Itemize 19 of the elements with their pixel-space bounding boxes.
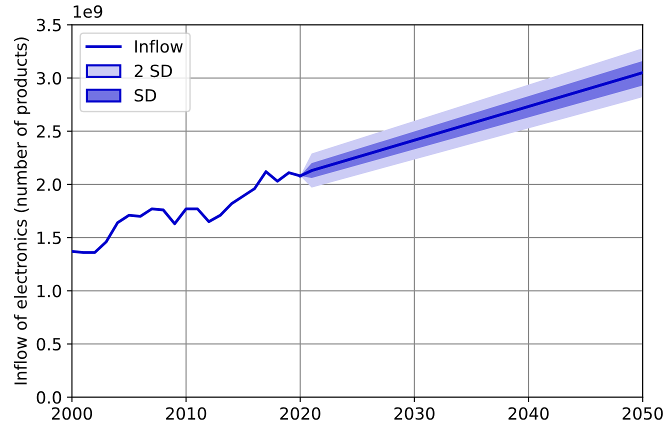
y-tick-label: 2.0 bbox=[36, 178, 62, 191]
y-tick-label: 1.0 bbox=[38, 284, 62, 298]
text: 1e9 bbox=[74, 5, 102, 18]
y-tick-label: 2.5 bbox=[36, 125, 61, 138]
legend-label: 2 SD bbox=[134, 64, 172, 78]
x-tick-label: 2030 bbox=[394, 407, 434, 420]
x-tick-label: 2010 bbox=[166, 407, 206, 420]
y-axis-title: Inflow of electronics (number of products) bbox=[14, 38, 30, 384]
y-tick-label: 0.0 bbox=[36, 391, 62, 404]
x-tick-label: 2020 bbox=[280, 407, 320, 420]
x-tick-label: 2000 bbox=[52, 407, 92, 420]
y-tick-label: 3.5 bbox=[36, 18, 61, 32]
x-tick-label: 2050 bbox=[622, 407, 663, 420]
y-tick-label: 1.5 bbox=[38, 232, 61, 244]
x-tick-label: 2040 bbox=[508, 407, 549, 420]
legend-label: Inflow bbox=[135, 40, 183, 53]
y-tick-label: 3.0 bbox=[36, 72, 62, 85]
legend-label: SD bbox=[134, 89, 156, 102]
y-tick-label: 0.5 bbox=[36, 338, 61, 351]
